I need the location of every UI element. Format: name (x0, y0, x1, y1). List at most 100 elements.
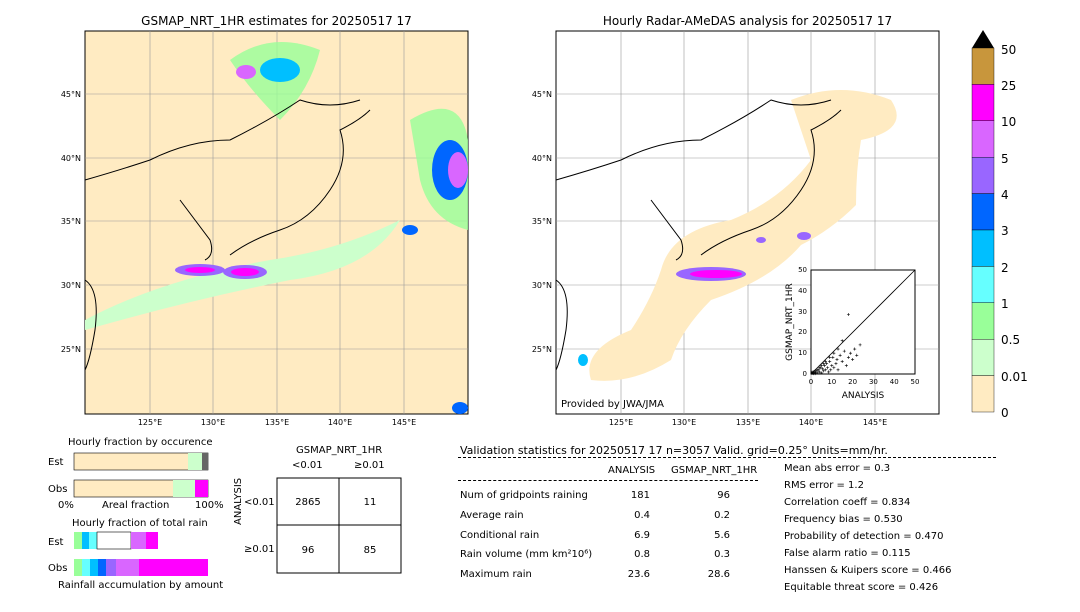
score-line: Equitable threat score = 0.426 (784, 582, 939, 593)
stats-row-analysis: 0.8 (634, 549, 650, 560)
svg-text:20: 20 (798, 328, 807, 336)
svg-text:140°E: 140°E (328, 418, 352, 427)
svg-text:130°E: 130°E (201, 418, 225, 427)
scatter-point (832, 351, 836, 355)
svg-text:0: 0 (1001, 406, 1009, 420)
occ-axis-right: 100% (195, 500, 224, 511)
scatter-point (819, 364, 823, 368)
svg-text:35°N: 35°N (532, 217, 552, 226)
scatter-point (853, 347, 857, 351)
occ-obs-label: Obs (48, 484, 68, 495)
scatter-point (846, 313, 850, 317)
colorbar-cell (971, 120, 995, 158)
scatter-point (817, 366, 821, 370)
total-obs-seg-3 (90, 559, 98, 576)
scatter-point (811, 372, 815, 376)
svg-text:0.5: 0.5 (1001, 333, 1020, 347)
score-line: Correlation coeff = 0.834 (784, 497, 911, 508)
scatter-plot: 0 10 20 30 40 50 0 10 20 30 40 50 ANALYS… (785, 266, 920, 401)
left-map-grid (85, 31, 468, 414)
contingency-col-ge: ≥0.01 (354, 460, 385, 471)
colorbar-cell (971, 47, 995, 85)
occ-axis-mid: Areal fraction (102, 500, 170, 511)
score-line: Mean abs error = 0.3 (784, 463, 891, 474)
total-est-seg-5 (131, 532, 146, 549)
score-line: Frequency bias = 0.530 (784, 514, 903, 525)
scatter-point (824, 368, 828, 372)
scatter-point (821, 362, 825, 366)
colorbar-cell (971, 266, 995, 303)
svg-text:10: 10 (798, 349, 807, 357)
colorbar-labels: 50 25 10 5 4 3 2 1 0.5 0.01 0 (1001, 43, 1028, 420)
stats-col-gsmap: GSMAP_NRT_1HR (671, 465, 758, 476)
colorbar-cell (971, 84, 995, 122)
contingency-title: GSMAP_NRT_1HR (296, 445, 383, 456)
svg-text:20: 20 (848, 378, 857, 386)
total-rain-title: Hourly fraction of total rain (72, 518, 208, 529)
stats-row-label: Rain volume (mm km²10⁶) (460, 549, 593, 560)
scatter-point (855, 353, 859, 357)
occ-est-bar-heavy (202, 453, 208, 470)
svg-text:40°N: 40°N (61, 154, 81, 163)
scatter-point (849, 351, 853, 355)
occurrence-bars (73, 452, 209, 498)
total-rain-bars (74, 531, 208, 576)
scatter-point (846, 355, 850, 359)
scatter-point (829, 368, 833, 372)
stats-row-analysis: 23.6 (627, 569, 650, 580)
svg-text:125°E: 125°E (609, 418, 633, 427)
total-est-label: Est (48, 537, 64, 548)
left-map-lat-labels: 45°N 40°N 35°N 30°N 25°N (61, 90, 81, 354)
left-map-rain (85, 42, 468, 414)
left-map: 45°N 40°N 35°N 30°N 25°N 125°E 130°E 135… (61, 30, 469, 427)
svg-text:45°N: 45°N (61, 90, 81, 99)
stats-header-rule (458, 457, 996, 458)
contingency-c: 96 (302, 545, 315, 556)
svg-text:30°N: 30°N (532, 281, 552, 290)
scatter-point (823, 364, 827, 368)
scatter-point (824, 360, 828, 364)
data-credit: Provided by JWA/JMA (561, 399, 664, 410)
right-map-coastline (555, 99, 842, 371)
total-obs-seg-6 (116, 559, 139, 576)
svg-text:50: 50 (1001, 43, 1016, 57)
stats-row-label: Average rain (460, 510, 524, 521)
scatter-point (838, 353, 842, 357)
total-est-seg-6 (146, 532, 158, 549)
total-obs-seg-1 (74, 559, 82, 576)
svg-text:10: 10 (827, 378, 836, 386)
scatter-diagonal (810, 269, 916, 375)
scatter-point (858, 343, 862, 347)
svg-text:1: 1 (1001, 297, 1009, 311)
scatter-xlabel: ANALYSIS (842, 391, 885, 401)
svg-text:30°N: 30°N (61, 281, 81, 290)
left-map-title: GSMAP_NRT_1HR estimates for 20250517 17 (141, 14, 412, 28)
scatter-point (820, 367, 824, 371)
scatter-point (826, 366, 830, 370)
scatter-point (830, 364, 834, 368)
svg-text:40°N: 40°N (532, 154, 552, 163)
scatter-point (828, 360, 832, 364)
total-est-seg-1 (74, 532, 82, 549)
right-map-title: Hourly Radar-AMeDAS analysis for 2025051… (602, 14, 893, 28)
stats-row-label: Conditional rain (460, 530, 540, 541)
svg-text:10: 10 (1001, 115, 1016, 129)
scatter-y-ticks: 0 10 20 30 40 50 (798, 266, 807, 378)
occ-obs-bar-light (173, 480, 195, 497)
occ-est-label: Est (48, 457, 64, 468)
accumulation-label: Rainfall accumulation by amount (58, 580, 224, 591)
svg-text:0.01: 0.01 (1001, 370, 1028, 384)
scatter-point (840, 339, 844, 343)
svg-text:125°E: 125°E (138, 418, 162, 427)
contingency-d: 85 (364, 545, 377, 556)
svg-text:50: 50 (911, 378, 920, 386)
stats-row-analysis: 6.9 (634, 530, 650, 541)
svg-text:3: 3 (1001, 224, 1009, 238)
scatter-point (814, 371, 818, 375)
svg-text:25: 25 (1001, 79, 1016, 93)
stats-row-label: Maximum rain (460, 569, 532, 580)
total-obs-seg-5 (106, 559, 116, 576)
right-map-coverage (578, 90, 897, 381)
score-line: Hanssen & Kuipers score = 0.466 (784, 565, 952, 576)
scatter-point (817, 370, 821, 374)
